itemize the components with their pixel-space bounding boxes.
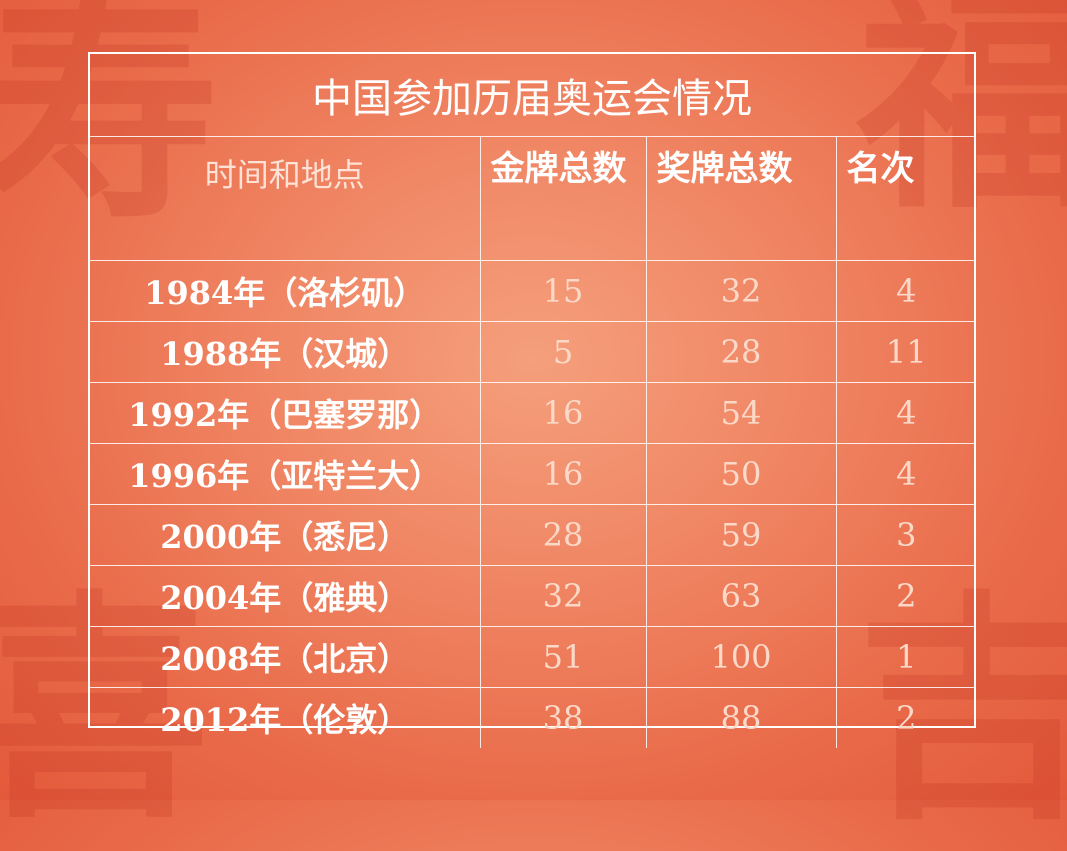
cell-medals: 88 — [645, 687, 837, 748]
header-gold: 金牌总数 — [479, 136, 647, 261]
cell-place: 1984年（洛杉矶） — [90, 260, 481, 322]
table-row: 1996年（亚特兰大） 16 50 4 — [90, 443, 976, 505]
cell-place: 1988年（汉城） — [90, 321, 481, 383]
cell-gold: 28 — [479, 504, 647, 566]
medal-table: 时间和地点 金牌总数 奖牌总数 名次 1984年（洛杉矶） 15 32 4 19… — [90, 136, 976, 748]
cell-medals: 59 — [645, 504, 837, 566]
table-row: 2000年（悉尼） 28 59 3 — [90, 504, 976, 566]
table-row: 1984年（洛杉矶） 15 32 4 — [90, 260, 976, 322]
cell-gold: 32 — [479, 565, 647, 627]
cell-medals: 63 — [645, 565, 837, 627]
cell-rank: 4 — [835, 382, 976, 444]
cell-rank: 1 — [835, 626, 976, 688]
cell-medals: 54 — [645, 382, 837, 444]
cell-rank: 11 — [835, 321, 976, 383]
cell-gold: 51 — [479, 626, 647, 688]
table-row: 2008年（北京） 51 100 1 — [90, 626, 976, 688]
cell-rank: 4 — [835, 443, 976, 505]
table-title: 中国参加历届奥运会情况 — [90, 54, 974, 137]
cell-place: 2012年（伦敦） — [90, 687, 481, 748]
cell-rank: 4 — [835, 260, 976, 322]
cell-gold: 16 — [479, 443, 647, 505]
cell-place: 1992年（巴塞罗那） — [90, 382, 481, 444]
table-row: 2004年（雅典） 32 63 2 — [90, 565, 976, 627]
cell-medals: 28 — [645, 321, 837, 383]
table-header-row: 时间和地点 金牌总数 奖牌总数 名次 — [90, 136, 976, 261]
table-row: 1988年（汉城） 5 28 11 — [90, 321, 976, 383]
cell-place: 2008年（北京） — [90, 626, 481, 688]
cell-gold: 5 — [479, 321, 647, 383]
cell-rank: 2 — [835, 565, 976, 627]
cell-rank: 3 — [835, 504, 976, 566]
cell-medals: 50 — [645, 443, 837, 505]
header-place: 时间和地点 — [90, 136, 481, 261]
table-row: 2012年（伦敦） 38 88 2 — [90, 687, 976, 748]
cell-rank: 2 — [835, 687, 976, 748]
olympics-table: 中国参加历届奥运会情况 时间和地点 金牌总数 奖牌总数 名次 1984年（洛杉矶… — [88, 52, 976, 748]
cell-gold: 38 — [479, 687, 647, 748]
cell-place: 2000年（悉尼） — [90, 504, 481, 566]
cell-place: 2004年（雅典） — [90, 565, 481, 627]
header-rank: 名次 — [835, 136, 976, 261]
cell-place: 1996年（亚特兰大） — [90, 443, 481, 505]
cell-medals: 32 — [645, 260, 837, 322]
cell-medals: 100 — [645, 626, 837, 688]
cell-gold: 15 — [479, 260, 647, 322]
cell-gold: 16 — [479, 382, 647, 444]
table-row: 1992年（巴塞罗那） 16 54 4 — [90, 382, 976, 444]
header-medals: 奖牌总数 — [645, 136, 837, 261]
